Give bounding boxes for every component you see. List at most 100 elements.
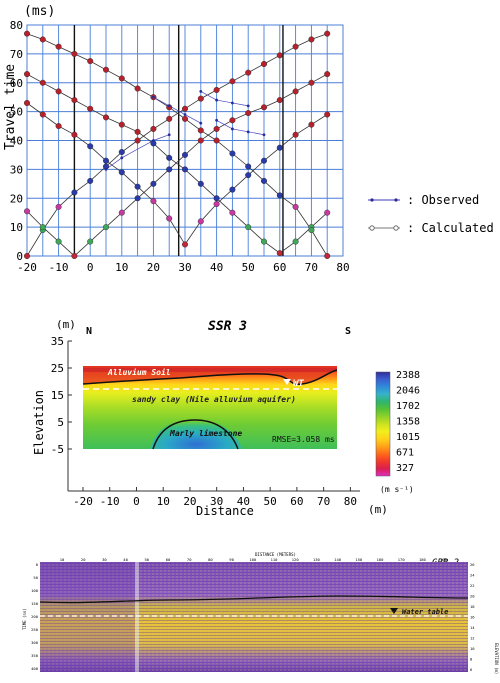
gpr-reflector — [39, 595, 469, 604]
travel-time-point — [39, 111, 46, 118]
y-tick-label: 35 — [51, 335, 64, 348]
travel-time-point — [181, 166, 188, 173]
travel-time-point — [324, 252, 331, 259]
observed-point — [199, 90, 203, 93]
observed-point — [120, 156, 124, 160]
gpr-x-tick: 10 — [60, 557, 65, 562]
section-body: WT Alluvium Soil sandy clay (Nile alluvi… — [82, 366, 338, 450]
travel-time-point — [24, 99, 31, 106]
gpr-right-tick: 14 — [470, 625, 475, 630]
y-tick-label: 80 — [10, 19, 23, 32]
y-tick-label: 60 — [10, 77, 23, 90]
travel-time-point — [308, 36, 315, 43]
calculated-curve — [26, 33, 328, 257]
x-tick-label: 80 — [344, 495, 357, 508]
gpr-x-tick: 190 — [440, 557, 448, 562]
x-tick-label: 60 — [290, 495, 303, 508]
travel-time-point — [71, 252, 78, 259]
shot-lines — [73, 25, 284, 256]
x-tick-label: 50 — [242, 261, 255, 274]
x-tick-label: 0 — [87, 261, 94, 274]
observed-point — [215, 118, 219, 122]
gpr-right-tick: 24 — [470, 573, 475, 578]
colorbar-tick-label: 2388 — [396, 370, 420, 381]
gpr-x-tick: 60 — [166, 557, 171, 562]
travel-time-point — [229, 150, 236, 157]
gpr-right-tick: 26 — [470, 562, 475, 567]
x-tick-label: 20 — [147, 261, 160, 274]
y-tick-label: 50 — [10, 106, 23, 119]
travel-time-point — [197, 137, 204, 144]
travel-time-point — [24, 208, 31, 215]
legend-observed: : Observed — [407, 193, 479, 207]
x-tick-label: 60 — [273, 261, 286, 274]
travel-time-point — [308, 227, 315, 234]
gpr-y-tick: 350 — [31, 653, 39, 658]
gpr-right-tick: 10 — [470, 646, 475, 651]
observed-curve — [200, 91, 249, 107]
travel-time-point — [166, 215, 173, 222]
velocity-section: (m) N S SSR 3 Elevation WT Alluvium Soil… — [32, 318, 420, 518]
x-tick-label: 30 — [178, 261, 191, 274]
data-points — [24, 30, 331, 259]
travel-time-point — [150, 125, 157, 132]
travel-time-point — [197, 95, 204, 102]
travel-time-point — [166, 115, 173, 122]
gpr-right-title: ELEVATION (m) — [494, 643, 499, 674]
gpr-x-tick: 70 — [187, 557, 192, 562]
travel-time-point — [292, 131, 299, 138]
gpr-x-tick: 170 — [398, 557, 406, 562]
travel-time-point — [102, 157, 109, 164]
gpr-y-tick: 300 — [31, 640, 39, 645]
observed-point — [215, 98, 219, 102]
grid — [26, 24, 344, 257]
x-tick-label: -20 — [17, 261, 37, 274]
corner-south: S — [345, 326, 351, 337]
travel-time-point — [87, 58, 94, 65]
travel-time-point — [118, 169, 125, 176]
y-tick-label: -5 — [51, 443, 64, 456]
y-tick-label: 70 — [10, 48, 23, 61]
travel-time-point — [134, 183, 141, 190]
water-table-marker — [283, 379, 291, 385]
travel-time-point — [245, 224, 252, 231]
curves — [26, 33, 328, 257]
travel-time-point — [197, 180, 204, 187]
travel-time-point — [102, 224, 109, 231]
travel-time-point — [118, 149, 125, 156]
gpr-right-tick: 6 — [470, 667, 473, 672]
y-tick-label: 10 — [10, 221, 23, 234]
x-tick-label: -10 — [49, 261, 69, 274]
x-tick-label: 30 — [210, 495, 223, 508]
observed-curve — [153, 96, 201, 124]
travel-time-point — [24, 252, 31, 259]
gpr-right-tick: 22 — [470, 583, 475, 588]
travel-time-point — [71, 189, 78, 196]
gpr-x-tick: 180 — [419, 557, 427, 562]
gpr-y-tick: 0 — [36, 562, 39, 567]
travel-time-point — [229, 209, 236, 216]
gpr-x-tick: 120 — [292, 557, 300, 562]
layer-label-soil: Alluvium Soil — [107, 367, 171, 377]
gpr-right-tick: 18 — [470, 604, 475, 609]
travel-time-point — [24, 71, 31, 78]
travel-time-point — [181, 151, 188, 158]
travel-time-point — [55, 238, 62, 245]
travel-time-point — [229, 78, 236, 85]
x-tick-label: 40 — [210, 261, 223, 274]
layer-label-limestone: Marly limestone — [169, 428, 242, 438]
tick-labels: 35 25 15 5 -5 -20 -10 0 10 20 30 40 50 60 70 80 — [51, 335, 357, 508]
calculated-curve — [26, 33, 328, 257]
gpr-x-tick: 130 — [313, 557, 321, 562]
gpr-right-tick: 8 — [470, 657, 473, 662]
travel-time-point — [261, 157, 268, 164]
section-title: SSR 3 — [208, 319, 247, 334]
travel-time-point — [181, 105, 188, 112]
travel-time-point — [261, 60, 268, 67]
travel-time-point — [213, 195, 220, 202]
x-tick-label: 80 — [336, 261, 349, 274]
travel-time-point — [197, 127, 204, 134]
observed-point — [167, 133, 171, 137]
observed-point — [183, 113, 187, 116]
travel-time-point — [166, 154, 173, 161]
